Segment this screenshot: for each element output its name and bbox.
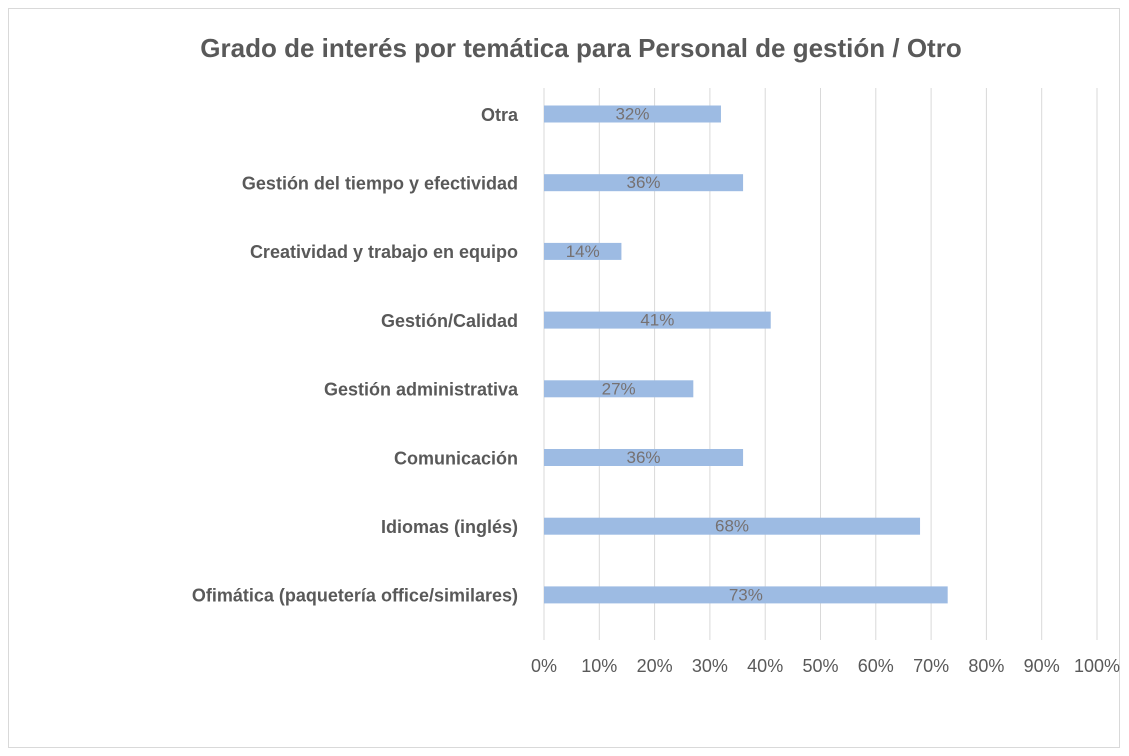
data-label: 73% (729, 585, 763, 604)
x-tick-label: 10% (581, 656, 617, 676)
data-label: 41% (640, 311, 674, 330)
bar (544, 449, 744, 466)
data-label: 36% (627, 448, 661, 467)
x-tick-label: 60% (858, 656, 894, 676)
data-label: 32% (615, 104, 649, 123)
bar (544, 517, 921, 535)
chart-border (8, 8, 1120, 748)
data-label: 14% (566, 242, 600, 261)
y-tick-label: Otra (481, 105, 519, 125)
data-label: 27% (602, 379, 636, 398)
x-tick-label: 40% (747, 656, 783, 676)
y-tick-label: Ofimática (paquetería office/similares) (192, 586, 518, 606)
bar (544, 105, 721, 123)
data-label: 36% (627, 173, 661, 192)
x-tick-label: 0% (531, 656, 557, 676)
x-tick-label: 20% (637, 656, 673, 676)
bar (544, 311, 771, 329)
chart-title: Grado de interés por temática para Perso… (200, 33, 961, 63)
x-tick-label: 70% (913, 656, 949, 676)
bar (544, 174, 744, 192)
bar (544, 586, 948, 604)
data-label: 68% (715, 517, 749, 536)
x-tick-label: 90% (1024, 656, 1060, 676)
y-tick-label: Idiomas (inglés) (381, 517, 518, 537)
x-tick-label: 80% (968, 656, 1004, 676)
y-tick-label: Gestión administrativa (324, 380, 519, 400)
bar (544, 242, 622, 260)
y-tick-label: Gestión/Calidad (381, 311, 518, 331)
x-tick-label: 30% (692, 656, 728, 676)
y-tick-label: Creatividad y trabajo en equipo (250, 242, 518, 262)
y-tick-label: Comunicación (394, 448, 518, 468)
x-tick-label: 100% (1074, 656, 1120, 676)
x-tick-label: 50% (802, 656, 838, 676)
y-tick-label: Gestión del tiempo y efectividad (242, 173, 518, 193)
bar (544, 380, 694, 398)
